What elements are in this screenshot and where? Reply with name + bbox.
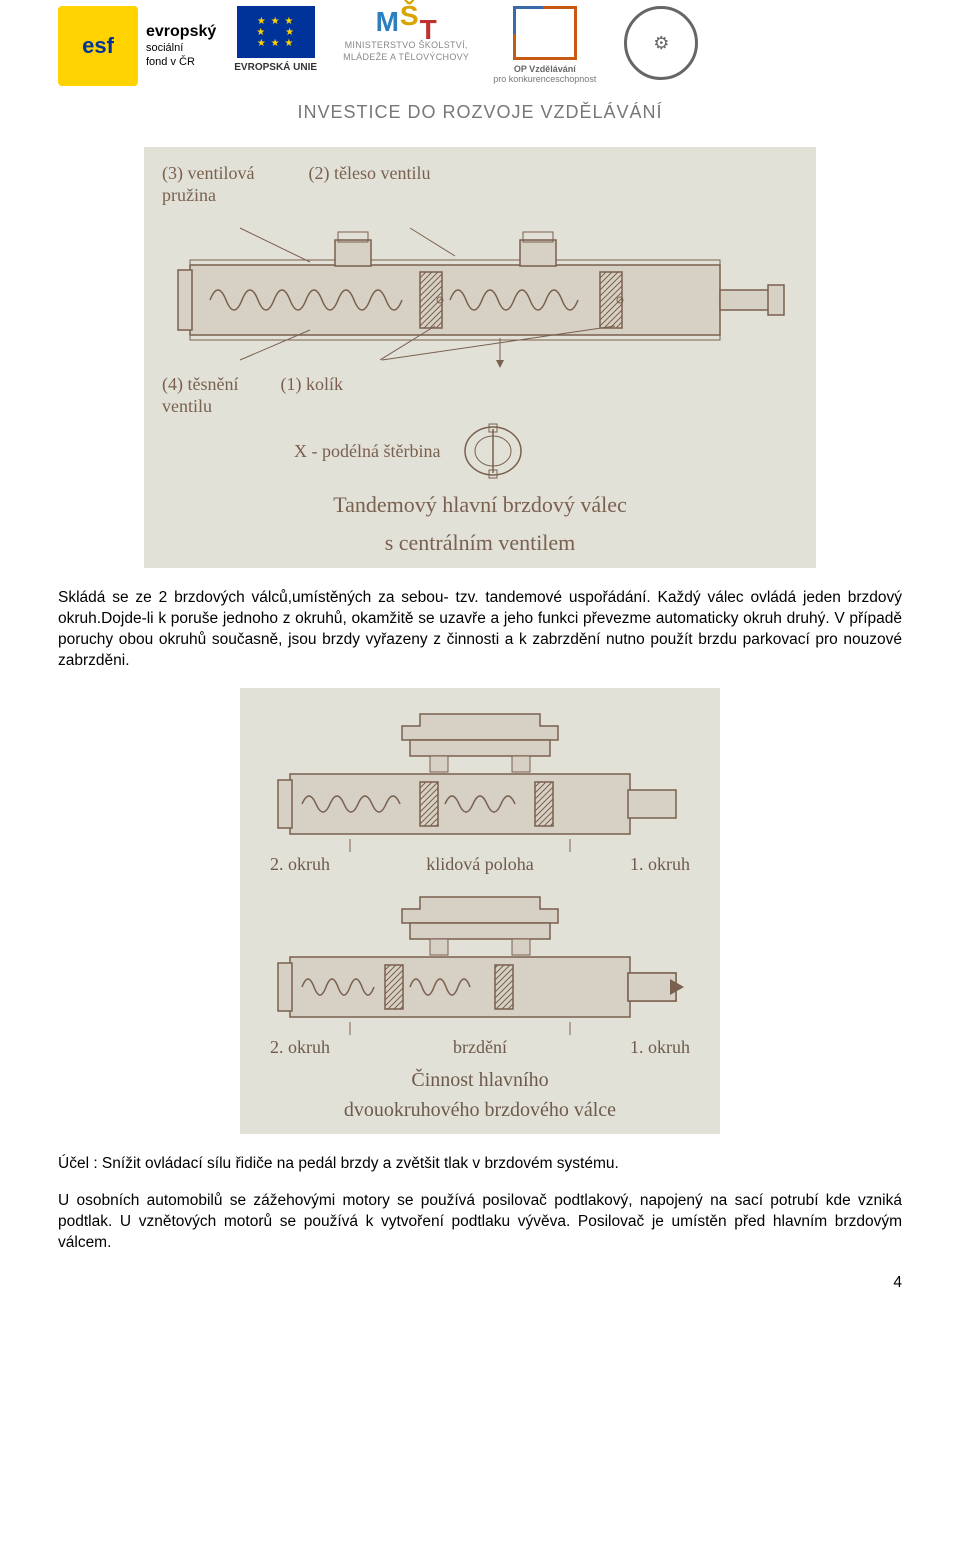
msmt-sub1: MINISTERSTVO ŠKOLSTVÍ, <box>345 40 468 50</box>
esf-abbrev: esf <box>82 33 114 59</box>
fig2-row2-left: 2. okruh <box>270 1037 330 1058</box>
page: esf evropský sociální fond v ČR ★ ★ ★★ ★… <box>0 0 960 1332</box>
page-number: 4 <box>58 1274 902 1292</box>
esf-line1: evropský <box>146 22 216 42</box>
logo-opvk: OP Vzdělávání pro konkurenceschopnost <box>493 6 596 84</box>
esf-text: evropský sociální fond v ČR <box>146 22 216 70</box>
fig1-label-x: X - podélná štěrbina <box>294 441 440 463</box>
fig1-label-3: (3) ventilová pružina <box>162 163 254 206</box>
fig1-label-4: (4) těsnění ventilu <box>162 374 238 417</box>
figure-tandem-valve: (3) ventilová pružina (2) těleso ventilu <box>144 147 816 568</box>
fig2-row1-labels: 2. okruh klidová poloha 1. okruh <box>258 854 702 875</box>
header-logos: esf evropský sociální fond v ČR ★ ★ ★★ ★… <box>58 0 902 92</box>
eu-stars-icon: ★ ★ ★★ ★★ ★ ★ <box>256 16 295 49</box>
fig1-caption-2: s centrálním ventilem <box>162 529 798 557</box>
opvk-frame-icon <box>513 6 577 60</box>
fig2-row1-right: 1. okruh <box>630 854 690 875</box>
esf-badge-icon: esf <box>58 6 138 86</box>
school-badge-icon: ⚙ <box>624 6 698 80</box>
fig2-row2-right: 1. okruh <box>630 1037 690 1058</box>
fig2-diagram-bottom <box>270 887 690 1037</box>
opvk-line2: pro konkurenceschopnost <box>493 74 596 84</box>
fig2-caption-2: dvouokruhového brzdového válce <box>258 1098 702 1122</box>
msmt-logo-icon: M Š T <box>376 6 437 38</box>
esf-line3: fond v ČR <box>146 56 216 70</box>
fig1-ring-detail-icon <box>458 421 528 481</box>
fig1-diagram <box>170 210 790 380</box>
fig2-row1-left: 2. okruh <box>270 854 330 875</box>
fig2-row1-mid: klidová poloha <box>426 854 533 875</box>
opvk-line1: OP Vzdělávání <box>514 64 576 74</box>
fig1-label-2: (2) těleso ventilu <box>308 163 430 206</box>
investice-slogan: INVESTICE DO ROZVOJE VZDĚLÁVÁNÍ <box>58 102 902 123</box>
figure-dual-circuit: 2. okruh klidová poloha 1. okruh <box>240 688 720 1134</box>
msmt-sub2: MLÁDEŽE A TĚLOVÝCHOVY <box>343 52 469 62</box>
fig1-label-1: (1) kolík <box>280 374 343 417</box>
logo-esf: esf evropský sociální fond v ČR <box>58 6 216 86</box>
logo-eu: ★ ★ ★★ ★★ ★ ★ EVROPSKÁ UNIE <box>234 6 317 73</box>
paragraph-1: Skládá se ze 2 brzdových válců,umístěnýc… <box>58 588 902 672</box>
fig2-row2-labels: 2. okruh brzdění 1. okruh <box>258 1037 702 1058</box>
eu-label: EVROPSKÁ UNIE <box>234 62 317 73</box>
paragraph-3: U osobních automobilů se zážehovými moto… <box>58 1191 902 1254</box>
msmt-s: Š <box>400 0 419 32</box>
esf-line2: sociální <box>146 42 216 56</box>
msmt-t: T <box>420 14 437 46</box>
fig2-diagram-top <box>270 704 690 854</box>
msmt-m: M <box>376 6 399 38</box>
fig2-row2-mid: brzdění <box>453 1037 507 1058</box>
fig1-caption-1: Tandemový hlavní brzdový válec <box>162 491 798 519</box>
eu-flag-icon: ★ ★ ★★ ★★ ★ ★ <box>237 6 315 58</box>
logo-msmt: M Š T MINISTERSTVO ŠKOLSTVÍ, MLÁDEŽE A T… <box>343 6 469 62</box>
fig2-caption-1: Činnost hlavního <box>258 1068 702 1092</box>
paragraph-2: Účel : Snížit ovládací sílu řidiče na pe… <box>58 1154 902 1175</box>
